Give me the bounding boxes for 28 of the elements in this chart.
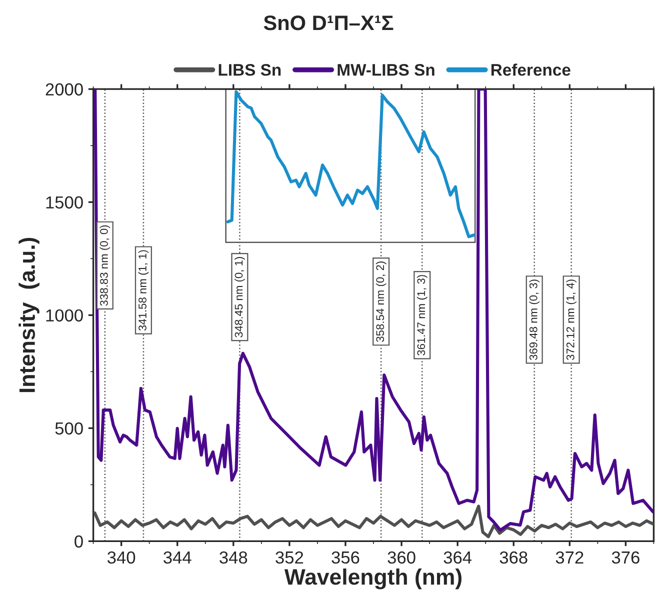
y-axis-title: Intensity (a.u.) xyxy=(18,238,40,392)
legend-label: MW-LIBS Sn xyxy=(338,64,434,76)
ref-line-label: 361.47 nm (1, 3) xyxy=(416,275,428,356)
legend-label: LIBS Sn xyxy=(218,64,281,76)
x-tick-label: 372 xyxy=(556,551,584,564)
ref-line-label: 372.12 nm (1, 4) xyxy=(566,280,577,360)
y-tick-label: 1500 xyxy=(46,196,83,209)
y-tick-label: 0 xyxy=(74,535,83,548)
ref-line-label: 341.58 nm (1, 1) xyxy=(138,250,149,331)
x-tick-label: 340 xyxy=(107,551,136,564)
legend-label: Reference xyxy=(491,64,570,76)
x-tick-label: 376 xyxy=(612,551,640,564)
x-tick-label: 368 xyxy=(500,551,528,564)
x-tick-label: 352 xyxy=(276,551,304,564)
ref-line-label: 338.83 nm (0, 0) xyxy=(100,225,110,306)
y-tick-label: 2000 xyxy=(46,83,83,96)
x-tick-label: 344 xyxy=(164,551,192,564)
y-tick-label: 1000 xyxy=(46,309,83,322)
ref-line-label: 369.48 nm (0, 3) xyxy=(529,280,540,360)
chart-title: SnO D¹Π–X¹Σ xyxy=(264,16,394,30)
ref-line-label: 348.45 nm (0, 1) xyxy=(234,256,245,338)
x-tick-label: 348 xyxy=(220,551,248,564)
ref-line-label: 358.54 nm (0, 2) xyxy=(376,262,386,342)
x-tick-label: 364 xyxy=(444,551,472,564)
x-tick-label: 356 xyxy=(332,551,360,564)
x-tick-label: 360 xyxy=(388,551,416,564)
x-axis-title: Wavelength (nm) xyxy=(284,568,462,590)
y-tick-label: 500 xyxy=(55,422,83,435)
